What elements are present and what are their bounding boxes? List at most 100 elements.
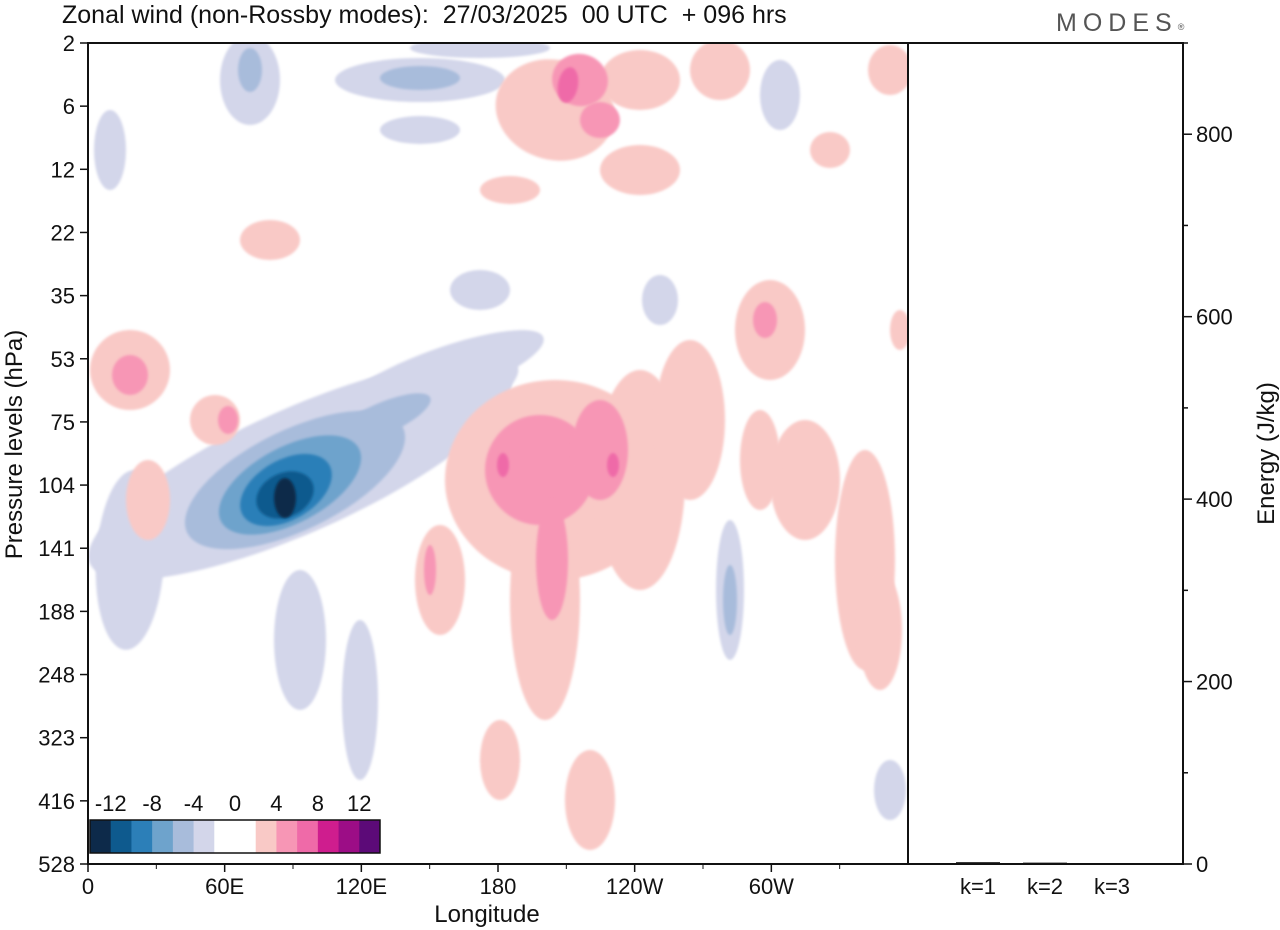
field-blob bbox=[126, 460, 170, 540]
field-blob bbox=[274, 478, 296, 518]
energy-axis-label: Energy (J/kg) bbox=[1253, 382, 1280, 525]
y-tick-label: 528 bbox=[38, 852, 75, 877]
field-blob bbox=[536, 500, 568, 620]
y-tick-label: 141 bbox=[38, 536, 75, 561]
chart-title: Zonal wind (non-Rossby modes): 27/03/202… bbox=[62, 1, 787, 29]
colorbar-frame bbox=[89, 819, 381, 854]
field-blob bbox=[858, 570, 902, 690]
energy-category-label: k=3 bbox=[1094, 874, 1130, 899]
colorbar-swatch bbox=[276, 820, 298, 853]
colorbar-swatch bbox=[193, 820, 215, 853]
x-tick-label: 60W bbox=[749, 874, 794, 899]
field-blob bbox=[218, 406, 238, 434]
field-blob bbox=[890, 310, 908, 350]
field-blob bbox=[274, 570, 326, 710]
field-blob bbox=[410, 43, 550, 58]
field-blob bbox=[770, 420, 840, 540]
field-blob bbox=[565, 750, 615, 850]
energy-tick-label: 400 bbox=[1196, 487, 1233, 512]
energy-tick-label: 200 bbox=[1196, 670, 1233, 695]
field-blob bbox=[497, 453, 509, 477]
colorbar-label: 8 bbox=[312, 791, 324, 816]
field-blob bbox=[753, 302, 777, 338]
colorbar-label: -12 bbox=[95, 791, 127, 816]
colorbar-swatch bbox=[131, 820, 153, 853]
field-blob bbox=[342, 620, 378, 780]
colorbar-label: 12 bbox=[347, 791, 371, 816]
brand-logo: MODES® bbox=[1056, 8, 1184, 38]
field-blob bbox=[424, 545, 436, 595]
field-blob bbox=[380, 116, 460, 144]
colorbar-swatch bbox=[110, 820, 132, 853]
field-blob bbox=[485, 415, 595, 525]
x-tick-label: 180 bbox=[480, 874, 517, 899]
field-blob bbox=[868, 45, 908, 95]
field-blob bbox=[572, 400, 628, 500]
energy-bar bbox=[1090, 863, 1134, 865]
field-blob bbox=[600, 50, 680, 110]
y-tick-label: 6 bbox=[63, 94, 75, 119]
x-axis-label: Longitude bbox=[434, 901, 539, 928]
colorbar-swatch bbox=[172, 820, 195, 853]
y-tick-label: 35 bbox=[51, 284, 75, 309]
field-blob bbox=[690, 43, 750, 100]
field-blob bbox=[336, 330, 544, 420]
field-blob bbox=[655, 340, 725, 500]
energy-frame bbox=[907, 42, 1184, 865]
field-blob bbox=[580, 102, 620, 138]
field-blob bbox=[380, 66, 460, 90]
colorbar-swatch bbox=[297, 820, 319, 853]
field-blob bbox=[415, 525, 465, 635]
field-blob bbox=[600, 145, 680, 195]
x-tick-label: 0 bbox=[82, 874, 94, 899]
colorbar-label: 0 bbox=[229, 791, 241, 816]
y-axis-label: Pressure levels (hPa) bbox=[1, 330, 28, 559]
energy-bar bbox=[1023, 862, 1067, 865]
energy-category-label: k=1 bbox=[960, 874, 996, 899]
field-blob bbox=[240, 220, 300, 260]
colorbar-swatch bbox=[255, 820, 277, 853]
brand-mark: ® bbox=[1177, 22, 1185, 32]
y-tick-label: 104 bbox=[38, 473, 75, 498]
colorbar-label: -8 bbox=[142, 791, 162, 816]
field-blob bbox=[94, 110, 126, 190]
field-blob bbox=[810, 132, 850, 168]
energy-bar bbox=[956, 862, 1000, 864]
colorbar-swatch bbox=[214, 820, 236, 853]
brand-text: MODES bbox=[1056, 9, 1178, 37]
y-tick-label: 248 bbox=[38, 663, 75, 688]
colorbar-swatch bbox=[235, 820, 257, 853]
field-blob bbox=[723, 565, 737, 635]
field-blob bbox=[760, 60, 800, 130]
x-tick-label: 60E bbox=[205, 874, 244, 899]
field-blob bbox=[740, 410, 780, 510]
energy-panel: 0 200 400 600 800 Energy (J/kg) k=1 k=2 k=3 bbox=[907, 42, 1280, 899]
colorbar-label: -4 bbox=[184, 791, 204, 816]
y-tick-label: 188 bbox=[38, 599, 75, 624]
colorbar-swatch bbox=[317, 820, 340, 853]
field-blob bbox=[329, 393, 431, 447]
colorbar-label: 4 bbox=[270, 791, 282, 816]
colorbar-swatch bbox=[152, 820, 174, 853]
field-blob bbox=[480, 720, 520, 800]
colorbar: -12 -8 -4 0 4 8 12 bbox=[89, 791, 381, 854]
field-blob bbox=[642, 275, 678, 325]
y-tick-label: 416 bbox=[38, 789, 75, 814]
field-blob bbox=[874, 760, 906, 820]
colorbar-swatch bbox=[338, 820, 360, 853]
energy-tick-label: 0 bbox=[1196, 852, 1208, 877]
energy-tick-label: 600 bbox=[1196, 305, 1233, 330]
colorbar-swatch bbox=[90, 820, 112, 853]
field-blob bbox=[112, 355, 148, 395]
x-tick-label: 120E bbox=[336, 874, 387, 899]
x-tick-label: 120W bbox=[606, 874, 664, 899]
y-tick-label: 12 bbox=[51, 157, 75, 182]
energy-category-label: k=2 bbox=[1027, 874, 1063, 899]
y-tick-label: 323 bbox=[38, 726, 75, 751]
y-tick-label: 75 bbox=[51, 410, 75, 435]
y-tick-label: 53 bbox=[51, 347, 75, 372]
field-blob bbox=[480, 176, 540, 204]
